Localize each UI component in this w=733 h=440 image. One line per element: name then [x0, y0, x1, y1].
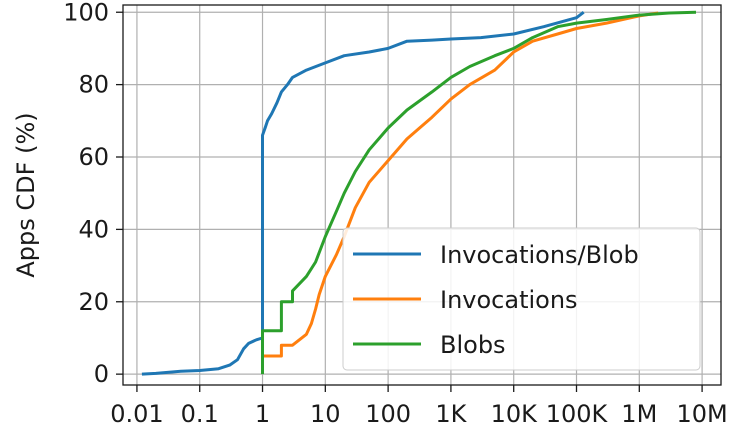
x-axis-ticks: 0.01 0.1 1 10 100 1K 10K 100K 1M 10M [110, 385, 728, 428]
x-tick-label: 10M [676, 400, 727, 428]
x-tick-label: 100 [365, 400, 411, 428]
x-tick-label: 10K [491, 400, 539, 428]
legend-label-1: Invocations/Blob [440, 241, 639, 269]
legend-box [342, 227, 701, 371]
series-line-1 [141, 11, 585, 376]
y-tick-label: 0 [94, 360, 109, 388]
x-tick-label: 100K [546, 400, 609, 428]
plot-frame [122, 4, 722, 386]
legend: Invocations/Blob Invocations Blobs [342, 227, 701, 371]
series-line-2 [262, 11, 659, 358]
x-tick-label: 10 [310, 400, 341, 428]
legend-label-3: Blobs [440, 331, 506, 359]
y-tick-label: 60 [78, 143, 109, 171]
x-tick-label: 1K [435, 400, 467, 428]
y-tick-label: 20 [78, 288, 109, 316]
legend-items: Invocations/Blob Invocations Blobs [353, 241, 639, 359]
x-tick-label: 0.01 [110, 400, 163, 428]
x-tick-label: 1 [255, 400, 270, 428]
x-tick-label: 0.1 [181, 400, 219, 428]
y-tick-label: 40 [78, 215, 109, 243]
series-line-3 [261, 10, 697, 375]
y-tick-label: 80 [78, 71, 109, 99]
x-tick-label: 1M [621, 400, 657, 428]
plot-series [141, 10, 697, 376]
y-tick-label: 100 [63, 0, 109, 26]
legend-label-2: Invocations [440, 286, 578, 314]
y-axis-ticks: 0 20 40 60 80 100 [63, 0, 123, 388]
y-axis-label: Apps CDF (%) [12, 112, 40, 277]
